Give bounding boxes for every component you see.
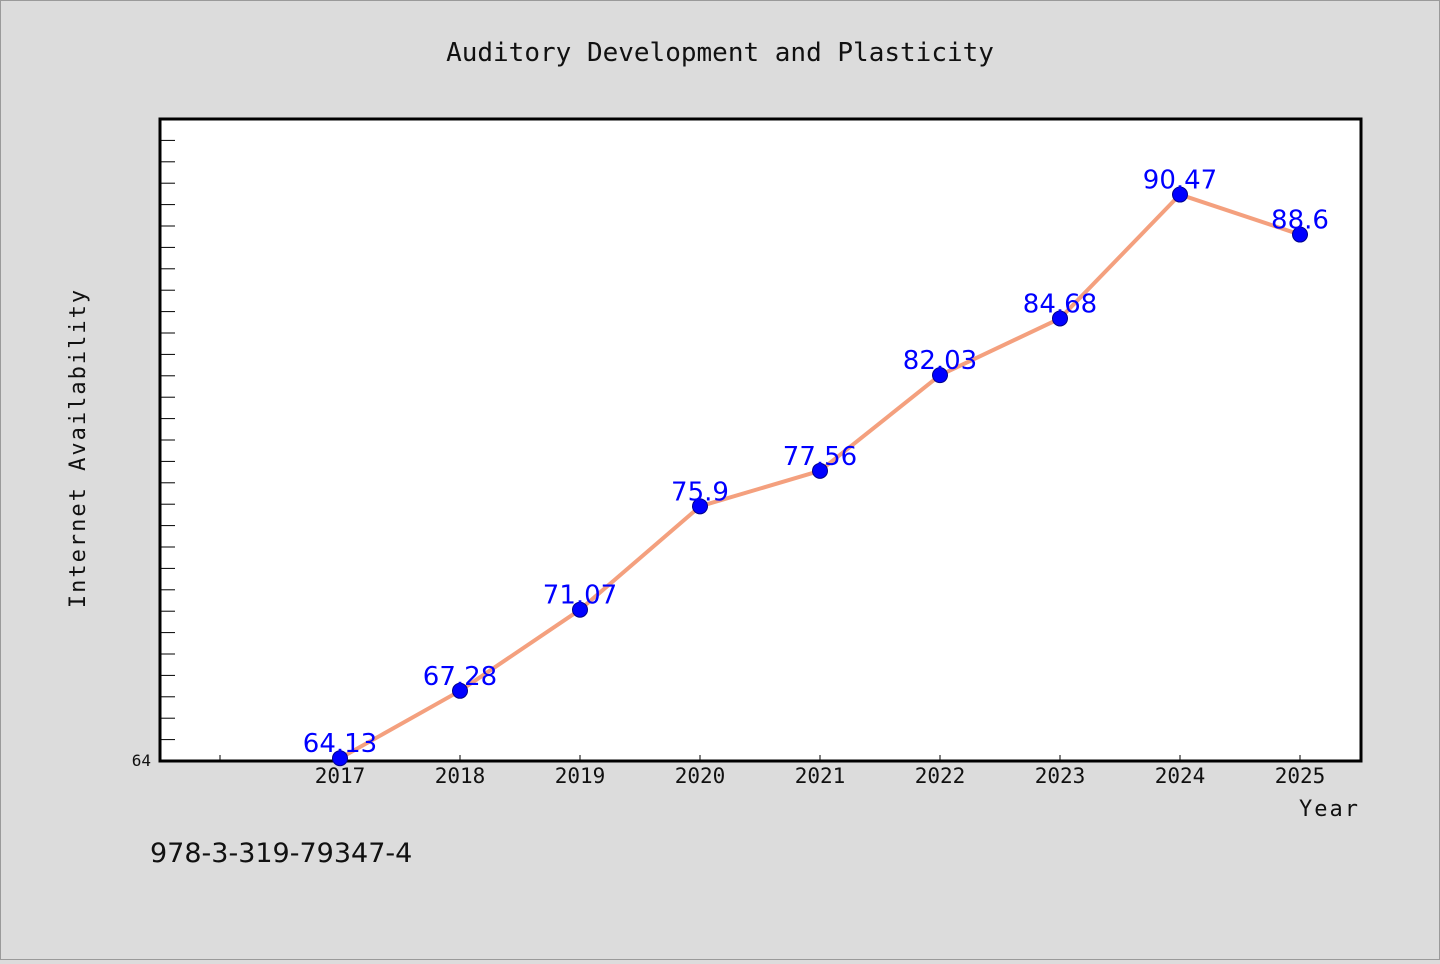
data-label: 88.6 xyxy=(1271,206,1329,236)
data-point xyxy=(332,750,348,767)
data-point xyxy=(1052,310,1068,327)
x-tick-label: 2017 xyxy=(315,764,366,788)
x-tick-labels: 2017 2018 2019 2020 2021 2022 2023 2024 2025 xyxy=(315,764,1326,788)
data-label: 90.47 xyxy=(1143,166,1217,196)
data-label: 82.03 xyxy=(903,346,977,376)
chart-title: Auditory Development and Plasticity xyxy=(446,38,994,68)
data-point xyxy=(572,601,588,618)
data-point xyxy=(932,367,948,384)
x-tick-label: 2021 xyxy=(795,764,846,788)
data-point xyxy=(692,498,708,515)
x-tick-label: 2018 xyxy=(435,764,486,788)
data-markers xyxy=(332,186,1308,767)
data-label: 71.07 xyxy=(543,581,617,611)
x-tick-label: 2022 xyxy=(915,764,966,788)
x-tick-label: 2019 xyxy=(555,764,606,788)
data-point xyxy=(1172,186,1188,203)
y-axis-ticks xyxy=(160,118,175,762)
plot-area xyxy=(158,117,1363,763)
x-tick-label: 2020 xyxy=(675,764,726,788)
data-point xyxy=(812,462,828,479)
data-label: 64.13 xyxy=(303,729,377,759)
x-axis-label: Year xyxy=(1299,797,1360,822)
x-tick-label: 2025 xyxy=(1275,764,1326,788)
isbn-footer: 978-3-319-79347-4 xyxy=(150,838,412,869)
y-axis-label: Internet Availability xyxy=(66,288,91,608)
y-tick-label: 64 xyxy=(132,751,151,770)
data-point xyxy=(1292,226,1308,243)
data-label: 75.9 xyxy=(671,477,729,507)
data-label: 67.28 xyxy=(423,662,497,692)
x-tick-label: 2024 xyxy=(1155,764,1206,788)
data-labels: 64.13 67.28 71.07 75.9 77.56 82.03 84.68 90.47 8… xyxy=(303,166,1329,760)
data-point xyxy=(452,682,468,699)
data-label: 77.56 xyxy=(783,442,857,472)
data-label: 84.68 xyxy=(1023,289,1097,319)
x-tick-label: 2023 xyxy=(1035,764,1086,788)
